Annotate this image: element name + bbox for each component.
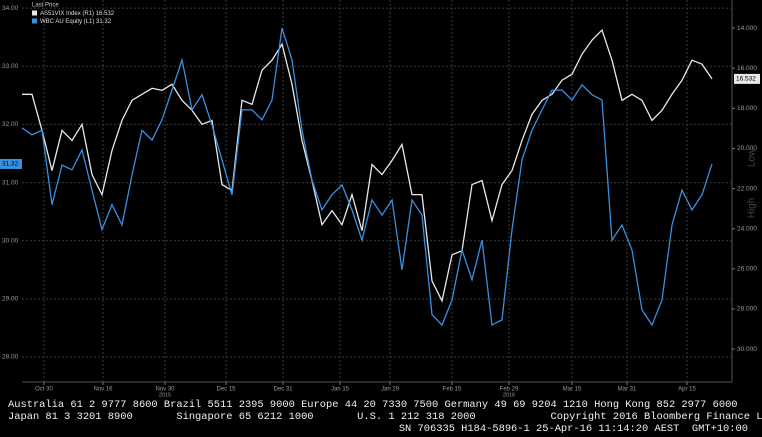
- y2-annotation: High: [747, 198, 758, 219]
- y2-tick-label: 28.000: [737, 306, 757, 313]
- y2-tick-label: 24.000: [737, 225, 757, 232]
- legend-title: Last Price: [32, 3, 59, 9]
- value-flag-label: 31.32: [2, 161, 19, 168]
- x-tick-label: Dec 15: [216, 387, 236, 393]
- legend-entry: AS51VIX Index (R1) 16.532: [40, 11, 115, 17]
- series-line: [22, 28, 713, 303]
- y2-tick-label: 16.000: [737, 65, 757, 72]
- value-flag: [734, 73, 760, 84]
- legend-name: AS51VIX Index (R1): [40, 11, 94, 17]
- x-tick-label: Feb 29: [500, 387, 519, 393]
- y2-tick-label: 26.000: [737, 266, 757, 273]
- x-tick-label: Feb 15: [443, 387, 462, 393]
- x-tick-label: Apr 15: [678, 387, 696, 393]
- y2-tick-label: 22.000: [737, 185, 757, 192]
- y2-annotation: Low: [747, 148, 758, 167]
- x-tick-label: Jan 29: [381, 387, 400, 393]
- x-tick-label: Mar 31: [618, 387, 637, 393]
- footer-line: SN 706335 H184-5896-1 25-Apr-16 11:14:20…: [398, 423, 748, 435]
- y-tick-label: 29.00: [2, 296, 19, 303]
- background: [0, 0, 762, 398]
- y2-tick-label: 30.000: [737, 346, 757, 353]
- y-tick-label: 33.00: [2, 63, 19, 70]
- y-tick-label: 32.00: [2, 121, 19, 128]
- legend-name: WBC AU Equity (L1): [40, 19, 94, 25]
- y-tick-label: 28.00: [2, 354, 19, 361]
- x-year-label: 2016: [503, 392, 515, 398]
- y-tick-label: 30.00: [2, 237, 19, 244]
- x-tick-label: Jan 15: [331, 387, 350, 393]
- chart: Last Price 28.00 29.00 30.00 31.00 32.00 33.0…: [0, 0, 762, 398]
- series-line: [21, 27, 713, 327]
- value-flag: [0, 158, 22, 169]
- y2-tick-label: 14.000: [737, 25, 757, 32]
- x-tick-label: Oct 30: [35, 387, 53, 393]
- y-tick-label: 31.00: [2, 179, 19, 186]
- footer-line: Australia 61 2 9777 8600 Brazil 5511 239…: [8, 399, 738, 411]
- x-tick-label: Nov 30: [155, 387, 175, 393]
- legend-swatch: [32, 10, 37, 16]
- x-tick-label: Mar 15: [563, 387, 582, 393]
- x-tick-label: Nov 16: [93, 387, 113, 393]
- legend-entry: WBC AU Equity (L1) 31.32: [40, 19, 112, 25]
- value-flag-label: 16.532: [736, 76, 756, 83]
- y-tick-label: 34.00: [2, 5, 19, 12]
- y2-tick-label: 20.000: [737, 145, 757, 152]
- legend-value: 31.32: [96, 19, 112, 25]
- legend-swatch: [32, 18, 37, 24]
- y2-tick-label: 18.000: [737, 105, 757, 112]
- legend-value: 16.532: [96, 11, 115, 17]
- x-tick-label: Dec 31: [273, 387, 293, 393]
- footer-line: Japan 81 3 3201 8900 Singapore 65 6212 1…: [8, 411, 762, 423]
- x-year-label: 2015: [159, 392, 171, 398]
